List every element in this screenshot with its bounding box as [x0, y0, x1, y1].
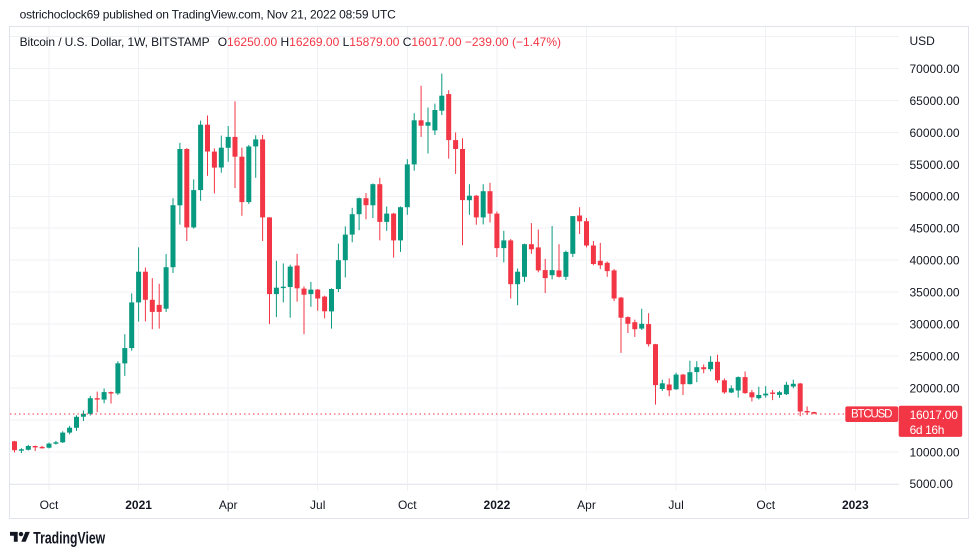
svg-text:BTCUSD: BTCUSD [851, 409, 893, 421]
svg-text:20000.00: 20000.00 [910, 381, 960, 395]
svg-text:50000.00: 50000.00 [910, 190, 960, 204]
svg-text:45000.00: 45000.00 [910, 222, 960, 236]
svg-text:5000.00: 5000.00 [910, 477, 954, 491]
svg-text:Jul: Jul [310, 498, 325, 512]
svg-text:60000.00: 60000.00 [910, 126, 960, 140]
svg-text:25000.00: 25000.00 [910, 349, 960, 363]
svg-text:2021: 2021 [125, 498, 152, 512]
svg-text:40000.00: 40000.00 [910, 254, 960, 268]
svg-text:2023: 2023 [842, 498, 869, 512]
svg-text:Oct: Oct [398, 498, 417, 512]
svg-text:USD: USD [910, 34, 936, 48]
svg-text:Bitcoin / U.S. Dollar, 1W, BIT: Bitcoin / U.S. Dollar, 1W, BITSTAMP [20, 35, 210, 49]
svg-text:30000.00: 30000.00 [910, 318, 960, 332]
svg-text:16017.00: 16017.00 [910, 408, 959, 422]
svg-text:70000.00: 70000.00 [910, 62, 960, 76]
svg-text:2022: 2022 [484, 498, 511, 512]
svg-text:Oct: Oct [40, 498, 59, 512]
svg-text:Apr: Apr [577, 498, 596, 512]
svg-text:65000.00: 65000.00 [910, 94, 960, 108]
svg-text:35000.00: 35000.00 [910, 286, 960, 300]
svg-text:10000.00: 10000.00 [910, 445, 960, 459]
svg-text:O16250.00 H16269.00 L15879.00: O16250.00 H16269.00 L15879.00 C16017.00 … [218, 35, 561, 49]
svg-text:ostrichoclock69 published on T: ostrichoclock69 published on TradingView… [20, 7, 397, 21]
svg-text:6d 16h: 6d 16h [910, 423, 945, 437]
svg-text:Apr: Apr [219, 498, 238, 512]
svg-text:Oct: Oct [756, 498, 775, 512]
svg-text:55000.00: 55000.00 [910, 158, 960, 172]
svg-text:TradingView: TradingView [33, 529, 106, 548]
svg-text:Jul: Jul [668, 498, 683, 512]
